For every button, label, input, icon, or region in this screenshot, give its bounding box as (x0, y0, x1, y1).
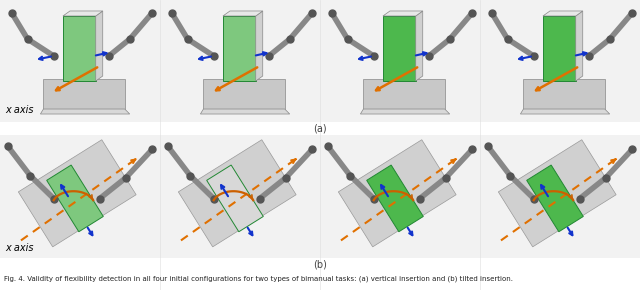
Polygon shape (63, 11, 103, 16)
Bar (480, 0, 640, 122)
Bar (320, 0, 480, 122)
Polygon shape (96, 11, 103, 81)
Text: x axis: x axis (5, 243, 33, 253)
Polygon shape (383, 11, 423, 16)
Polygon shape (543, 11, 583, 16)
Bar (223, 16, 256, 81)
Polygon shape (207, 165, 263, 232)
Polygon shape (256, 11, 263, 81)
Bar (160, 135, 320, 258)
Polygon shape (204, 79, 285, 109)
Polygon shape (19, 140, 136, 247)
Polygon shape (520, 109, 610, 114)
Polygon shape (527, 165, 583, 232)
Polygon shape (40, 109, 130, 114)
Bar (383, 16, 416, 81)
Text: (b): (b) (313, 259, 327, 269)
Polygon shape (416, 11, 423, 81)
Bar (160, 0, 320, 122)
Bar (320, 135, 480, 258)
Polygon shape (364, 79, 445, 109)
Polygon shape (179, 140, 296, 247)
Polygon shape (576, 11, 583, 81)
Polygon shape (360, 109, 450, 114)
Polygon shape (200, 109, 290, 114)
Bar (63, 16, 96, 81)
Polygon shape (223, 11, 263, 16)
Bar (480, 135, 640, 258)
Polygon shape (47, 165, 103, 232)
Polygon shape (367, 165, 423, 232)
Text: x axis: x axis (5, 105, 33, 115)
Bar (543, 16, 576, 81)
Polygon shape (524, 79, 605, 109)
Text: Fig. 4. Validity of flexibility detection in all four initial configurations for: Fig. 4. Validity of flexibility detectio… (4, 276, 513, 282)
Bar (0, 0, 160, 122)
Text: (a): (a) (313, 124, 327, 133)
Bar (0, 135, 160, 258)
Polygon shape (339, 140, 456, 247)
Polygon shape (44, 79, 125, 109)
Polygon shape (499, 140, 616, 247)
